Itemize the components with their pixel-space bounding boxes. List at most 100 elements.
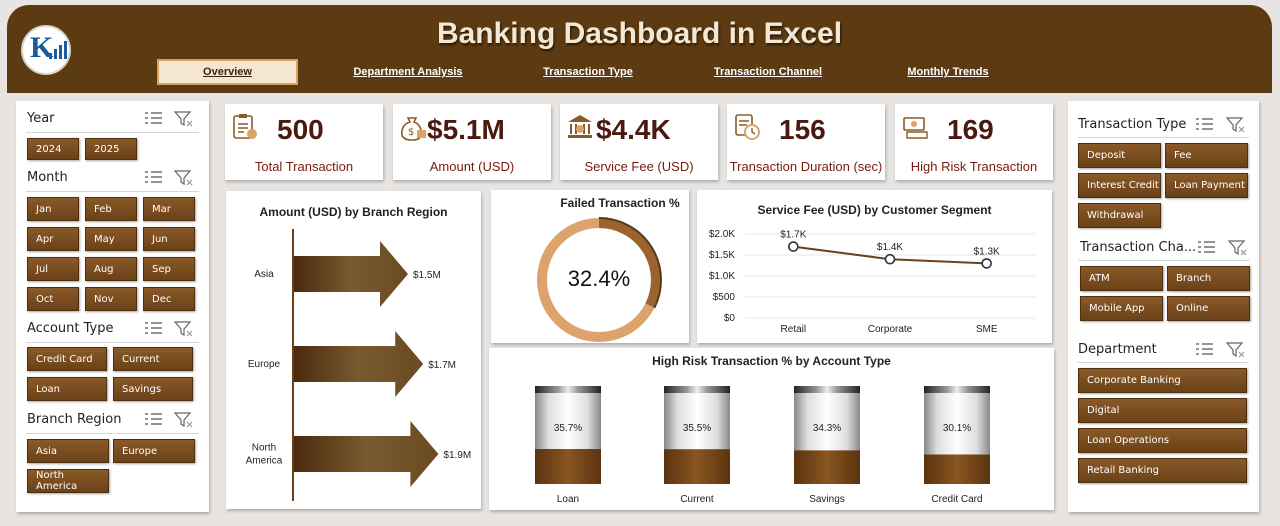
slicer-item-month-nov[interactable]: Nov bbox=[85, 287, 137, 311]
slicer-item-europe[interactable]: Europe bbox=[113, 439, 195, 463]
kpi-value: $4.4K bbox=[596, 114, 671, 145]
slicer-item-credit-card[interactable]: Credit Card bbox=[27, 347, 107, 371]
x-tick-label-0: Retail bbox=[781, 324, 807, 335]
slicer-item-month-jun[interactable]: Jun bbox=[143, 227, 195, 251]
slicer-item-digital[interactable]: Digital bbox=[1078, 398, 1247, 423]
slicer-item-month-feb[interactable]: Feb bbox=[85, 197, 137, 221]
kpi-value: 156 bbox=[779, 114, 826, 145]
slicer-item-atm[interactable]: ATM bbox=[1080, 266, 1163, 291]
slicer-item-branch[interactable]: Branch bbox=[1167, 266, 1250, 291]
clear-filter-icon[interactable] bbox=[1226, 116, 1246, 134]
slicer-item-savings[interactable]: Savings bbox=[113, 377, 193, 401]
clear-filter-icon[interactable] bbox=[174, 110, 194, 128]
bar-mark-1 bbox=[664, 449, 730, 484]
slicer-title-department: Department bbox=[1078, 342, 1157, 357]
slicer-title-transaction-channel: Transaction Cha... bbox=[1080, 240, 1197, 255]
bar-mark-2 bbox=[794, 450, 860, 484]
donut-slice-failed bbox=[598, 218, 661, 308]
data-label-1: $1.4K bbox=[877, 242, 903, 253]
slicer-item-current[interactable]: Current bbox=[113, 347, 193, 371]
bank-icon bbox=[568, 115, 592, 138]
slicer-item-month-may[interactable]: May bbox=[85, 227, 137, 251]
slicer-item-retail-banking[interactable]: Retail Banking bbox=[1078, 458, 1247, 483]
slicer-item-month-sep[interactable]: Sep bbox=[143, 257, 195, 281]
kpi-card-amount: $ $5.1M Amount (USD) bbox=[393, 104, 551, 180]
clear-filter-icon[interactable] bbox=[1228, 239, 1248, 257]
y-tick-label: $1.5K bbox=[709, 250, 735, 261]
slicer-item-loan-payment[interactable]: Loan Payment bbox=[1165, 173, 1248, 198]
clear-filter-icon[interactable] bbox=[174, 411, 194, 429]
cylinder-cap-2 bbox=[794, 386, 860, 393]
kpi-card-service-fee: $4.4K Service Fee (USD) bbox=[560, 104, 718, 180]
slicer-item-deposit[interactable]: Deposit bbox=[1078, 143, 1161, 168]
tab-monthly-trends[interactable]: Monthly Trends bbox=[907, 66, 989, 78]
multi-select-icon[interactable] bbox=[144, 320, 164, 338]
slicer-item-month-dec[interactable]: Dec bbox=[143, 287, 195, 311]
y-tick-label: $0 bbox=[724, 313, 736, 324]
kpi-label: High Risk Transaction bbox=[910, 159, 1038, 174]
chart-title: Amount (USD) by Branch Region bbox=[259, 205, 448, 219]
slicer-item-corporate-banking[interactable]: Corporate Banking bbox=[1078, 368, 1247, 393]
kpi-label: Transaction Duration (sec) bbox=[729, 159, 883, 174]
arrow-bar-chart: Asia $1.5M Europe $1.7M North America $1.9M bbox=[246, 229, 471, 501]
bar-mark-3 bbox=[924, 454, 990, 484]
slicer-item-interest-credit[interactable]: Interest Credit bbox=[1078, 173, 1161, 198]
chart-service-fee-segment: Service Fee (USD) by Customer Segment $0… bbox=[697, 190, 1052, 343]
y-tick-label: $1.0K bbox=[709, 271, 735, 282]
clear-filter-icon[interactable] bbox=[174, 169, 194, 187]
slicer-title-branch-region: Branch Region bbox=[27, 412, 122, 427]
slicer-item-month-apr[interactable]: Apr bbox=[27, 227, 79, 251]
tab-transaction-type[interactable]: Transaction Type bbox=[543, 66, 633, 78]
chart-failed-transaction: Failed Transaction % 32.4% bbox=[491, 190, 689, 343]
data-label-2: $1.3K bbox=[974, 246, 1000, 257]
kpi-card-transaction-duration: 156 Transaction Duration (sec) bbox=[727, 104, 885, 180]
clear-filter-icon[interactable] bbox=[1226, 341, 1246, 359]
right-slicer-panel: Transaction Type Deposit Fee Interest Cr… bbox=[1068, 101, 1259, 512]
slicer-item-month-aug[interactable]: Aug bbox=[85, 257, 137, 281]
slicer-item-month-jan[interactable]: Jan bbox=[27, 197, 79, 221]
clipboard-icon bbox=[233, 114, 257, 139]
slicer-item-year-2025[interactable]: 2025 bbox=[85, 138, 137, 160]
multi-select-icon[interactable] bbox=[1195, 341, 1215, 359]
slicer-item-north-america[interactable]: North America bbox=[27, 469, 109, 493]
multi-select-icon[interactable] bbox=[144, 110, 164, 128]
tab-transaction-channel[interactable]: Transaction Channel bbox=[713, 66, 823, 78]
data-label-0: $1.5M bbox=[413, 270, 441, 281]
category-label-0: Asia bbox=[254, 269, 274, 280]
slicer-item-mobile-app[interactable]: Mobile App bbox=[1080, 296, 1163, 321]
multi-select-icon[interactable] bbox=[144, 169, 164, 187]
multi-select-icon[interactable] bbox=[144, 411, 164, 429]
donut-chart bbox=[537, 217, 662, 342]
data-label-2: $1.9M bbox=[443, 450, 471, 461]
clear-filter-icon[interactable] bbox=[174, 320, 194, 338]
slicer-item-month-oct[interactable]: Oct bbox=[27, 287, 79, 311]
multi-select-icon[interactable] bbox=[1195, 116, 1215, 134]
slicer-item-withdrawal[interactable]: Withdrawal bbox=[1078, 203, 1161, 228]
slicer-item-online[interactable]: Online bbox=[1167, 296, 1250, 321]
cylinder-cap-0 bbox=[535, 386, 601, 393]
slicer-item-month-mar[interactable]: Mar bbox=[143, 197, 195, 221]
slicer-item-year-2024[interactable]: 2024 bbox=[27, 138, 79, 160]
data-label-1: $1.7M bbox=[428, 360, 456, 371]
cylinder-cap-1 bbox=[664, 386, 730, 393]
money-bag-icon: $ bbox=[400, 117, 426, 141]
slicer-title-year: Year bbox=[27, 111, 55, 126]
tab-department-analysis[interactable]: Department Analysis bbox=[353, 66, 463, 78]
chart-amount-by-region: Amount (USD) by Branch Region Asia $1.5M E… bbox=[226, 191, 481, 509]
line-point-0 bbox=[788, 241, 799, 252]
kpi-value: 169 bbox=[947, 114, 994, 145]
slicer-item-asia[interactable]: Asia bbox=[27, 439, 109, 463]
data-label-3: 30.1% bbox=[943, 423, 971, 434]
bar-mark-0 bbox=[294, 241, 408, 307]
x-tick-label-3: Credit Card bbox=[931, 494, 982, 505]
slicer-item-loan[interactable]: Loan bbox=[27, 377, 107, 401]
tab-overview[interactable]: Overview bbox=[157, 59, 298, 85]
multi-select-icon[interactable] bbox=[1197, 239, 1217, 257]
left-slicer-panel: Year 2024 2025 Month Jan Feb Mar Apr May… bbox=[16, 101, 209, 512]
slicer-item-loan-operations[interactable]: Loan Operations bbox=[1078, 428, 1247, 453]
slicer-item-month-jul[interactable]: Jul bbox=[27, 257, 79, 281]
cash-icon bbox=[903, 117, 928, 139]
line-point-1 bbox=[884, 253, 896, 265]
slicer-item-fee[interactable]: Fee bbox=[1165, 143, 1248, 168]
cylinder-bar-chart: 35.7% Loan 35.5% Current 34.3% Savings 30.1% Cr… bbox=[535, 386, 990, 505]
